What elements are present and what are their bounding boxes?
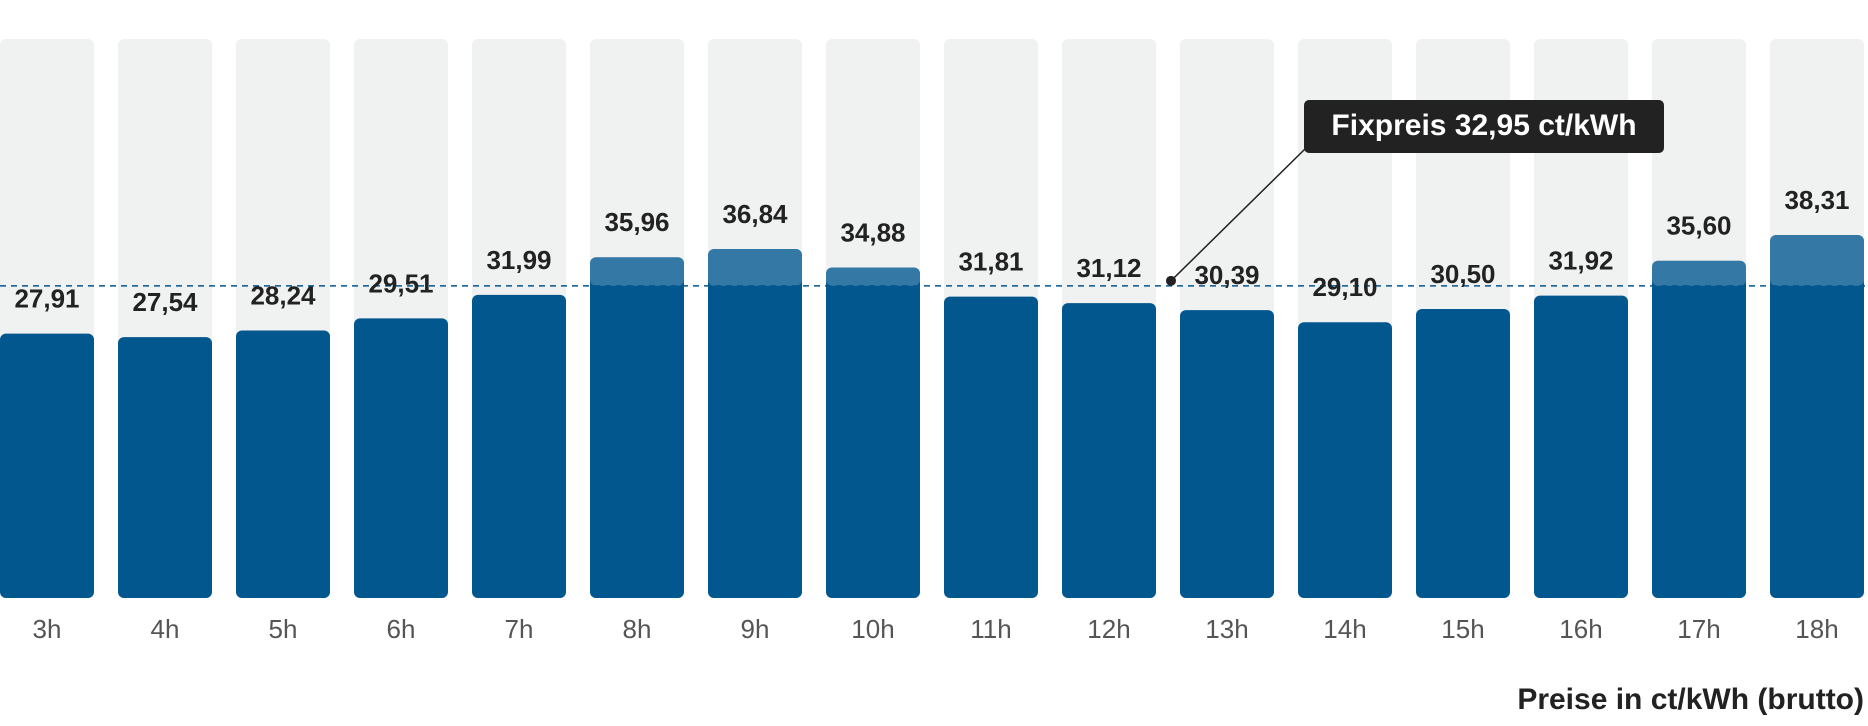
bar	[236, 330, 330, 598]
bar	[590, 257, 684, 598]
bar	[1298, 322, 1392, 598]
value-label: 36,84	[722, 199, 788, 229]
bar	[1534, 295, 1628, 598]
value-label: 31,12	[1076, 253, 1141, 283]
bar	[1062, 303, 1156, 598]
above-fixpreis	[708, 248, 802, 286]
annotation-dot	[1166, 275, 1176, 286]
value-label: 34,88	[840, 217, 905, 247]
x-tick-label: 9h	[741, 614, 770, 644]
annotation-label: Fixpreis 32,95 ct/kWh	[1331, 109, 1636, 142]
bar	[1652, 260, 1746, 598]
x-tick-label: 7h	[505, 614, 534, 644]
above-fixpreis	[826, 267, 920, 286]
value-label: 31,99	[486, 245, 551, 275]
value-label: 30,39	[1194, 260, 1259, 290]
x-tick-label: 3h	[33, 614, 62, 644]
x-tick-label: 4h	[151, 614, 180, 644]
value-label: 27,54	[132, 287, 198, 317]
value-label: 27,91	[14, 283, 79, 313]
x-tick-label: 18h	[1795, 614, 1838, 644]
annotation-leader	[1170, 147, 1307, 282]
x-tick-label: 12h	[1087, 614, 1130, 644]
value-label: 29,10	[1312, 272, 1377, 302]
bar	[1416, 309, 1510, 598]
value-label: 38,31	[1784, 185, 1849, 215]
x-tick-label: 11h	[970, 614, 1011, 644]
x-tick-label: 17h	[1677, 614, 1720, 644]
value-label: 28,24	[250, 280, 316, 310]
axis-title: Preise in ct/kWh (brutto)	[1517, 683, 1864, 716]
above-fixpreis	[1770, 235, 1864, 286]
annotation-box	[1304, 100, 1664, 153]
x-tick-label: 13h	[1205, 614, 1248, 644]
x-tick-label: 15h	[1441, 614, 1484, 644]
above-fixpreis	[1652, 260, 1746, 286]
x-tick-label: 14h	[1323, 614, 1366, 644]
bar	[1180, 310, 1274, 598]
bar	[708, 248, 802, 598]
value-label: 29,51	[368, 268, 433, 298]
value-label: 35,96	[604, 207, 669, 237]
bar	[0, 333, 94, 598]
bar	[944, 296, 1038, 598]
bar	[1770, 235, 1864, 598]
above-fixpreis	[590, 257, 684, 286]
x-tick-label: 6h	[387, 614, 416, 644]
bar	[472, 294, 566, 598]
bar	[826, 267, 920, 598]
value-label: 31,92	[1548, 245, 1613, 275]
x-tick-label: 10h	[851, 614, 894, 644]
x-tick-label: 8h	[623, 614, 652, 644]
value-label: 30,50	[1430, 259, 1495, 289]
value-label: 31,81	[958, 246, 1023, 276]
bar	[118, 337, 212, 598]
bar	[354, 318, 448, 598]
value-label: 35,60	[1666, 211, 1731, 241]
x-tick-label: 16h	[1559, 614, 1602, 644]
x-tick-label: 5h	[269, 614, 298, 644]
